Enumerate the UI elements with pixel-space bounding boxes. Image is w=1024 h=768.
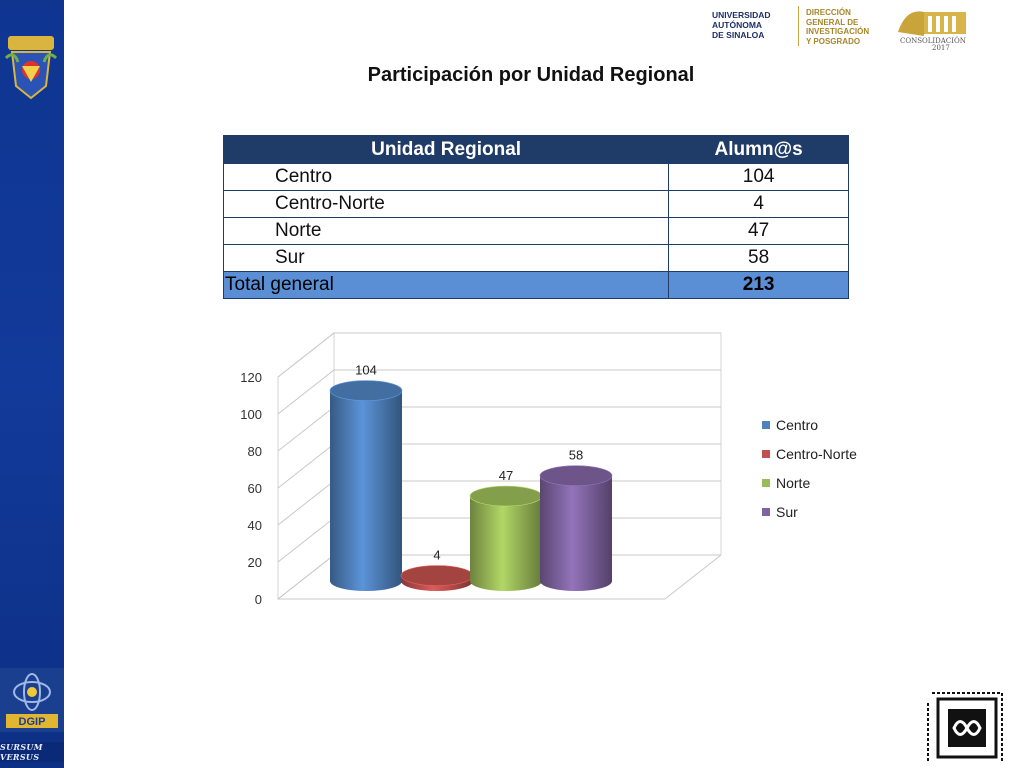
cell-alumnos: 47: [668, 217, 849, 245]
cell-alumnos: 104: [668, 163, 849, 191]
legend-label: Sur: [776, 503, 798, 520]
table-row: Centro 104: [222, 163, 849, 191]
y-tick-label: 100: [240, 407, 262, 422]
data-label: 47: [499, 468, 513, 483]
cell-unidad: Centro-Norte: [222, 190, 670, 218]
dgip-line: Y POSGRADO: [806, 36, 861, 46]
y-tick-label: 0: [255, 592, 262, 607]
legend-item: Norte: [762, 468, 857, 497]
legend-swatch: [762, 478, 770, 487]
table-header-row: Unidad Regional Alumn@s: [222, 135, 849, 164]
legend-label: Centro-Norte: [776, 445, 857, 462]
data-label: 58: [569, 448, 583, 463]
column-header-alumnos: Alumn@s: [668, 135, 849, 164]
y-tick-label: 40: [248, 518, 262, 533]
cell-alumnos: 58: [668, 244, 849, 272]
legend-item: Centro-Norte: [762, 439, 857, 468]
consolidacion-label: CONSOLIDACIÓN: [900, 36, 966, 45]
uas-line: DE SINALOA: [712, 30, 765, 40]
bar-cylinder-body: [470, 496, 542, 591]
y-tick-label: 60: [248, 481, 262, 496]
uas-line: UNIVERSIDAD: [712, 10, 771, 20]
dgip-line: INVESTIGACIÓN: [806, 27, 870, 36]
cell-unidad: Norte: [222, 217, 670, 245]
column-header-unidad: Unidad Regional: [222, 135, 670, 164]
total-value: 213: [668, 271, 849, 299]
cell-unidad: Centro: [222, 163, 670, 191]
chart-floor-edge: [278, 554, 722, 600]
legend-swatch: [762, 420, 770, 429]
bar-cylinder-top: [539, 465, 613, 486]
dgip-line: GENERAL DE: [806, 17, 859, 27]
dgip-label: DGIP: [19, 716, 46, 728]
legend-label: Norte: [776, 474, 811, 491]
legend-label: Centro: [776, 416, 819, 433]
legend-swatch: [762, 449, 770, 458]
bar-cylinder-body: [540, 475, 612, 591]
y-tick-label: 120: [240, 370, 262, 385]
cell-alumnos: 4: [668, 190, 849, 218]
bar-cylinder-top: [329, 380, 403, 401]
gridline: [277, 369, 721, 415]
consolidacion-year: 2017: [932, 44, 950, 52]
gridline: [277, 332, 721, 378]
legend-swatch: [762, 507, 770, 516]
total-label: Total general: [222, 271, 670, 299]
dgip-line: DIRECCIÓN: [806, 8, 851, 17]
bar-cylinder-top: [400, 565, 474, 586]
academia-mexicana-ciencias-logo-icon: [927, 692, 1003, 761]
cell-unidad: Sur: [222, 244, 670, 272]
header-divider: [798, 6, 799, 46]
side-band: DGIP SURSUM VERSUS: [0, 0, 64, 768]
uas-crest-icon: [4, 36, 58, 100]
total-row: Total general 213: [222, 271, 849, 299]
bar-cylinder-top: [469, 485, 543, 507]
data-label: 104: [355, 363, 377, 378]
y-tick-label: 20: [248, 555, 262, 570]
table-row: Sur 58: [222, 244, 849, 272]
y-tick-label: 80: [248, 444, 262, 459]
chart-legend: Centro Centro-Norte Norte Sur: [762, 410, 857, 526]
dgip-logo-icon: DGIP: [0, 668, 64, 732]
consolidacion-logo-icon: CONSOLIDACIÓN 2017: [898, 11, 966, 52]
table-row: Centro-Norte 4: [222, 190, 849, 218]
table-row: Norte 47: [222, 217, 849, 245]
data-table: Unidad Regional Alumn@s Centro 104 Centr…: [222, 135, 849, 299]
data-label: 4: [433, 548, 440, 563]
dgip-header-text: DIRECCIÓN GENERAL DE INVESTIGACIÓN Y POS…: [806, 8, 894, 48]
legend-item: Centro: [762, 410, 857, 439]
legend-item: Sur: [762, 497, 857, 526]
uas-logo-text: UNIVERSIDAD AUTÓNOMA DE SINALOA: [712, 10, 792, 42]
sursum-versus-label: SURSUM VERSUS: [0, 742, 64, 762]
page-title: Participación por Unidad Regional: [367, 64, 695, 86]
bar-chart: 0 20 40 60 80 100 120 104 4 47 58: [240, 331, 722, 607]
bar-cylinder-body: [330, 390, 402, 591]
uas-line: AUTÓNOMA: [712, 20, 763, 30]
